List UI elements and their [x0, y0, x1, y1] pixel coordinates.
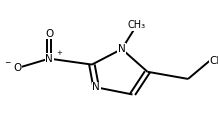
Text: O: O [45, 29, 53, 39]
Text: N: N [92, 82, 100, 92]
Text: −: − [4, 58, 11, 67]
Text: N: N [118, 44, 126, 54]
Text: Cl: Cl [209, 56, 218, 66]
Text: O: O [13, 63, 21, 73]
Text: N: N [45, 54, 53, 64]
Text: CH₃: CH₃ [128, 20, 146, 30]
Text: +: + [56, 50, 62, 56]
